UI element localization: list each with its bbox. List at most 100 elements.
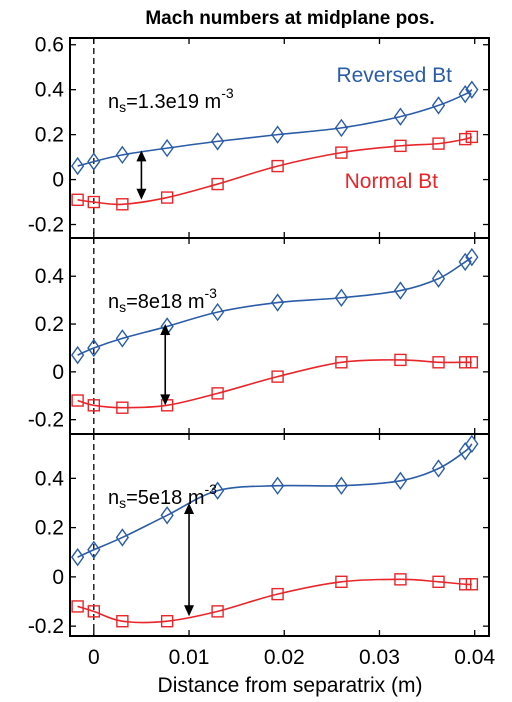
y-tick-label: 0.4 [35, 79, 65, 102]
x-axis-label: Distance from separatrix (m) [158, 674, 423, 697]
x-tick-label: 0 [88, 646, 100, 669]
normal-bt-point [71, 193, 84, 206]
normal-bt-point [394, 139, 407, 153]
difference-arrow [160, 324, 171, 406]
reversed-bt-line [77, 443, 473, 558]
density-label-subscript: s [119, 299, 126, 315]
normal-bt-point [432, 575, 445, 589]
reversed-bt-point [210, 132, 225, 151]
y-tick-label: 0 [52, 169, 64, 192]
reversed-bt-point [270, 293, 285, 312]
x-tick-label: 0.04 [454, 646, 495, 669]
reversed-bt-point [465, 434, 479, 454]
density-label: ns=8e18 m-3 [108, 285, 217, 315]
reversed-bt-point [334, 288, 349, 307]
density-label-subscript: s [119, 495, 126, 511]
reversed-bt-point [270, 476, 285, 495]
density-label-superscript: -3 [205, 285, 218, 301]
density-label: ns=1.3e19 m-3 [108, 85, 234, 115]
reversed-bt-point [115, 329, 129, 348]
reversed-bt-point [87, 338, 101, 358]
y-tick-label: 0.6 [35, 34, 64, 57]
y-tick-label: 0 [52, 361, 64, 384]
x-tick-label: 0.02 [264, 646, 305, 669]
reversed-bt-point [458, 84, 472, 104]
chart-title: Mach numbers at midplane pos. [145, 8, 434, 29]
arrow-head-down [184, 605, 195, 617]
reversed-bt-point [431, 96, 446, 115]
arrow-head-up [136, 150, 147, 162]
normal-bt-line [77, 578, 472, 624]
normal-bt-point [87, 399, 101, 412]
y-tick-label: 0.4 [35, 265, 65, 288]
density-label-value: =5e18 m [126, 487, 204, 509]
normal-bt-point [432, 137, 445, 150]
normal-bt-point [87, 195, 101, 209]
normal-bt-point [116, 615, 129, 628]
normal-bt-point [335, 146, 348, 159]
normal-bt-point [116, 401, 129, 414]
normal-bt-point [116, 198, 129, 211]
arrow-head-up [160, 324, 171, 336]
normal-bt-point [160, 615, 174, 628]
density-label: ns=5e18 m-3 [108, 481, 217, 511]
reversed-bt-point [465, 80, 479, 99]
y-tick-label: 0.2 [35, 124, 64, 147]
normal-bt-point [271, 159, 284, 173]
reversed-bt-line [77, 256, 473, 356]
x-axis: 0 0.01 0.02 0.03 0.04 [88, 646, 496, 669]
reversed-bt-point [431, 459, 446, 478]
reversed-bt-point [334, 476, 349, 495]
reversed-bt-point [160, 138, 174, 158]
reversed-bt-point [115, 528, 129, 547]
density-label-value: =1.3e19 m [126, 91, 221, 113]
normal-bt-line [77, 136, 473, 206]
reversed-bt-line [77, 89, 473, 167]
normal-bt-point [211, 387, 224, 400]
reversed-bt-point [70, 547, 85, 567]
normal-bt-point [271, 370, 284, 383]
arrow-head-up [184, 502, 195, 514]
normal-bt-point [458, 578, 472, 591]
reversed-bt-point [393, 107, 408, 126]
reversed-bt-point [160, 506, 174, 525]
reversed-bt-point [210, 302, 225, 322]
normal-bt-point [432, 356, 445, 369]
reversed-bt-label: Reversed Bt [336, 64, 452, 87]
reversed-bt-point [465, 247, 479, 267]
normal-bt-point [394, 573, 407, 586]
normal-bt-point [465, 356, 479, 369]
density-label-value: =8e18 m [126, 291, 204, 313]
normal-bt-line [77, 359, 472, 409]
y-tick-label: 0.4 [35, 467, 65, 490]
normal-bt-point [87, 605, 101, 618]
normal-bt-point [71, 600, 84, 613]
x-tick-label: 0.01 [169, 646, 210, 669]
normal-bt-point [458, 356, 472, 369]
reversed-bt-point [70, 345, 85, 365]
reversed-bt-point [393, 281, 408, 300]
y-tick-label: 0.2 [35, 517, 64, 540]
normal-bt-point [335, 356, 348, 369]
reversed-bt-point [270, 125, 285, 144]
reversed-bt-point [393, 471, 408, 491]
normal-bt-point [211, 177, 224, 191]
difference-arrow [136, 150, 147, 200]
normal-bt-point [211, 605, 224, 618]
density-label-subscript: s [119, 99, 126, 115]
panel-frame [69, 433, 490, 637]
y-tick-label: 0.2 [35, 313, 64, 336]
normal-bt-point [465, 578, 479, 591]
reversed-bt-point [431, 269, 446, 288]
y-tick-label: 0 [52, 566, 64, 589]
normal-bt-point [271, 587, 284, 601]
normal-bt-point [458, 132, 472, 146]
y-tick-label: -0.2 [28, 615, 64, 638]
arrow-head-down [160, 394, 171, 406]
density-label-symbol: n [108, 291, 119, 313]
density-label-superscript: -3 [221, 85, 234, 101]
reversed-bt-point [70, 156, 85, 176]
reversed-bt-point [115, 145, 129, 165]
